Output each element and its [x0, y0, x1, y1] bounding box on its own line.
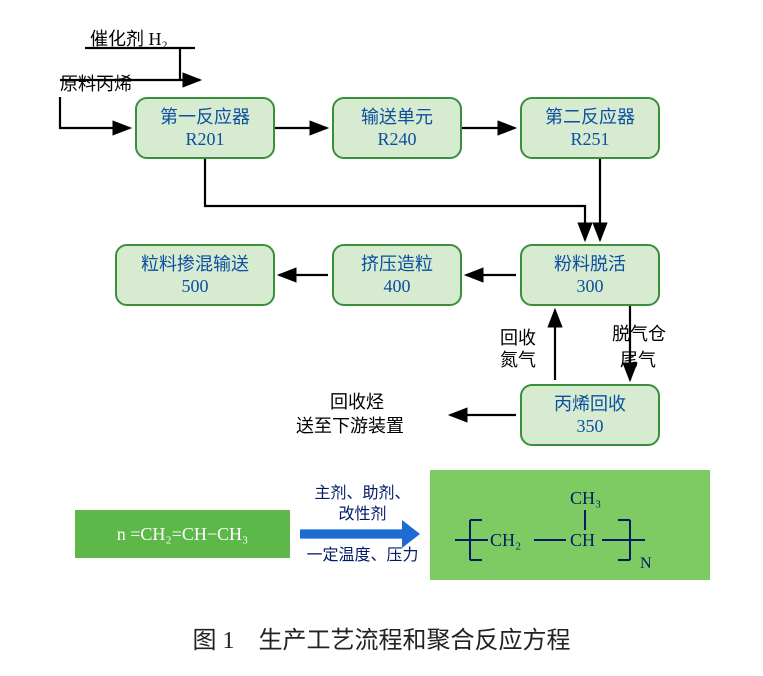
- node-500: 粒料掺混输送500: [115, 244, 275, 306]
- node-r240-l2: R240: [377, 128, 416, 151]
- node-400-l1: 挤压造粒: [361, 253, 433, 276]
- polymer-structure: CH₂ CH CH₃ N: [430, 470, 710, 580]
- svg-text:CH₂: CH₂: [490, 530, 521, 550]
- node-r251-l1: 第二反应器: [545, 106, 635, 129]
- label-rec-hc-2: 送至下游装置: [296, 412, 404, 438]
- node-r201-l2: R201: [185, 128, 224, 151]
- node-300-l1: 粉料脱活: [554, 253, 626, 276]
- svg-text:CH₃: CH₃: [570, 488, 601, 508]
- node-r240-l1: 输送单元: [361, 106, 433, 129]
- equation-arrow-above: 主剂、助剂、 改性剂: [295, 484, 430, 526]
- node-r201: 第一反应器R201: [135, 97, 275, 159]
- arrow-feed-in: [60, 97, 130, 128]
- node-300: 粉料脱活300: [520, 244, 660, 306]
- node-500-l2: 500: [182, 275, 209, 298]
- label-catalyst: 催化剂 H₂: [90, 25, 168, 51]
- svg-text:N: N: [640, 555, 652, 572]
- label-feed: 原料丙烯: [60, 70, 132, 96]
- node-350-l1: 丙烯回收: [554, 393, 626, 416]
- node-r251-l2: R251: [570, 128, 609, 151]
- label-tailgas-2: 尾气: [620, 346, 656, 372]
- label-rec-n2-2: 氮气: [500, 346, 536, 372]
- node-350: 丙烯回收350: [520, 384, 660, 446]
- equation-arrow-below: 一定温度、压力: [295, 546, 430, 567]
- label-tailgas-1: 脱气仓: [612, 320, 666, 346]
- arrow-r201-down-to300: [205, 159, 585, 240]
- equation-input-text: n =CH₂=CH−CH₃: [117, 524, 249, 545]
- label-rec-hc-1: 回收烃: [330, 388, 384, 414]
- svg-text:CH: CH: [570, 530, 595, 550]
- node-r251: 第二反应器R251: [520, 97, 660, 159]
- equation-output: CH₂ CH CH₃ N: [430, 470, 710, 580]
- node-400-l2: 400: [384, 275, 411, 298]
- node-300-l2: 300: [577, 275, 604, 298]
- node-500-l1: 粒料掺混输送: [141, 253, 249, 276]
- node-r201-l1: 第一反应器: [160, 106, 250, 129]
- equation-input: n =CH₂=CH−CH₃: [75, 510, 290, 558]
- figure-caption: 图 1 生产工艺流程和聚合反应方程: [0, 620, 763, 655]
- node-350-l2: 350: [577, 415, 604, 438]
- node-r240: 输送单元R240: [332, 97, 462, 159]
- diagram-canvas: { "style": { "node_fill": "#d6ebd0", "no…: [0, 0, 763, 676]
- node-400: 挤压造粒400: [332, 244, 462, 306]
